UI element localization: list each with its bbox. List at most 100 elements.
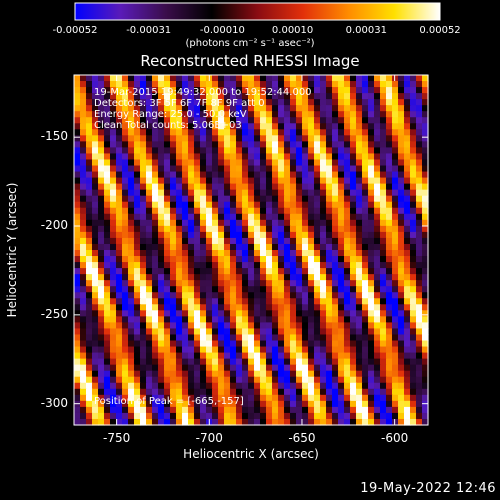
heatmap-cell	[320, 219, 327, 227]
heatmap-cell	[158, 406, 165, 414]
heatmap-cell	[266, 75, 273, 82]
heatmap-cell	[338, 406, 345, 414]
heatmap-cell	[350, 225, 357, 233]
heatmap-cell	[218, 195, 225, 203]
heatmap-cell	[74, 346, 81, 354]
heatmap-cell	[116, 165, 123, 173]
annotation-total-counts: Clean Total counts: 5.06E+03	[94, 120, 242, 131]
heatmap-cell	[128, 274, 135, 281]
heatmap-cell	[356, 141, 363, 149]
heatmap-cell	[362, 310, 369, 317]
heatmap-cell	[116, 225, 123, 233]
heatmap-cell	[194, 87, 201, 94]
heatmap-cell	[182, 153, 189, 161]
heatmap-cell	[248, 117, 255, 124]
heatmap-cell	[170, 225, 177, 233]
heatmap-cell	[152, 382, 159, 390]
heatmap-cell	[254, 364, 261, 372]
heatmap-cell	[314, 262, 321, 269]
heatmap-cell	[188, 316, 195, 324]
heatmap-cell	[404, 171, 411, 179]
heatmap-cell	[362, 352, 369, 360]
heatmap-cell	[278, 123, 285, 130]
heatmap-cell	[248, 274, 255, 281]
heatmap-cell	[260, 117, 267, 124]
heatmap-cell	[374, 135, 381, 142]
heatmap-cell	[212, 219, 219, 227]
heatmap-cell	[200, 93, 207, 100]
heatmap-cell	[122, 328, 129, 336]
heatmap-cell	[326, 219, 333, 227]
heatmap-cell	[206, 304, 213, 311]
heatmap-cell	[248, 352, 255, 360]
heatmap-cell	[104, 177, 111, 185]
heatmap-cell	[260, 274, 267, 281]
heatmap-cell	[212, 99, 219, 106]
heatmap-cell	[374, 358, 381, 366]
heatmap-cell	[86, 153, 93, 161]
heatmap-cell	[242, 141, 249, 149]
heatmap-cell	[326, 394, 333, 402]
heatmap-cell	[350, 183, 357, 191]
heatmap-cell	[170, 171, 177, 179]
heatmap-cell	[296, 340, 303, 348]
heatmap-cell	[200, 237, 207, 245]
heatmap-cell	[230, 201, 237, 209]
heatmap-cell	[314, 316, 321, 324]
heatmap-cell	[230, 207, 237, 215]
heatmap-cell	[110, 189, 117, 197]
heatmap-cell	[296, 117, 303, 124]
heatmap-cell	[128, 183, 135, 191]
heatmap-cell	[338, 195, 345, 203]
heatmap-cell	[170, 99, 177, 106]
heatmap-cell	[164, 141, 171, 149]
heatmap-cell	[338, 87, 345, 94]
heatmap-cell	[278, 195, 285, 203]
heatmap-cell	[254, 352, 261, 360]
heatmap-cell	[398, 418, 405, 426]
heatmap-cell	[170, 105, 177, 112]
heatmap-cell	[416, 322, 423, 330]
heatmap-cell	[350, 334, 357, 342]
heatmap-cell	[332, 135, 339, 142]
heatmap-cell	[236, 219, 243, 227]
heatmap-cell	[308, 310, 315, 317]
heatmap-cell	[374, 201, 381, 209]
heatmap-cell	[182, 256, 189, 263]
heatmap-cell	[392, 328, 399, 336]
heatmap-cell	[74, 292, 81, 299]
heatmap-cell	[164, 183, 171, 191]
heatmap-cell	[188, 153, 195, 161]
heatmap-cell	[362, 99, 369, 106]
heatmap-cell	[164, 418, 171, 426]
heatmap-cell	[80, 201, 87, 209]
heatmap-cell	[206, 117, 213, 124]
heatmap-cell	[98, 256, 105, 263]
heatmap-cell	[254, 183, 261, 191]
heatmap-cell	[368, 213, 375, 221]
heatmap-cell	[260, 280, 267, 287]
heatmap-cell	[422, 243, 429, 251]
heatmap-cell	[314, 340, 321, 348]
heatmap-cell	[392, 87, 399, 94]
heatmap-cell	[386, 147, 393, 155]
heatmap-cell	[416, 165, 423, 173]
heatmap-cell	[284, 352, 291, 360]
heatmap-cell	[140, 87, 147, 94]
heatmap-cell	[176, 334, 183, 342]
heatmap-cell	[260, 298, 267, 305]
heatmap-cell	[308, 406, 315, 414]
heatmap-cell	[110, 298, 117, 305]
heatmap-cell	[230, 213, 237, 221]
heatmap-cell	[290, 268, 297, 275]
heatmap-cell	[296, 298, 303, 305]
heatmap-cell	[134, 207, 141, 215]
heatmap-cell	[152, 183, 159, 191]
heatmap-cell	[272, 99, 279, 106]
heatmap-cell	[128, 334, 135, 342]
heatmap-cell	[386, 358, 393, 366]
heatmap-cell	[116, 135, 123, 142]
heatmap-cell	[218, 189, 225, 197]
heatmap-cell	[110, 262, 117, 269]
heatmap-cell	[182, 141, 189, 149]
